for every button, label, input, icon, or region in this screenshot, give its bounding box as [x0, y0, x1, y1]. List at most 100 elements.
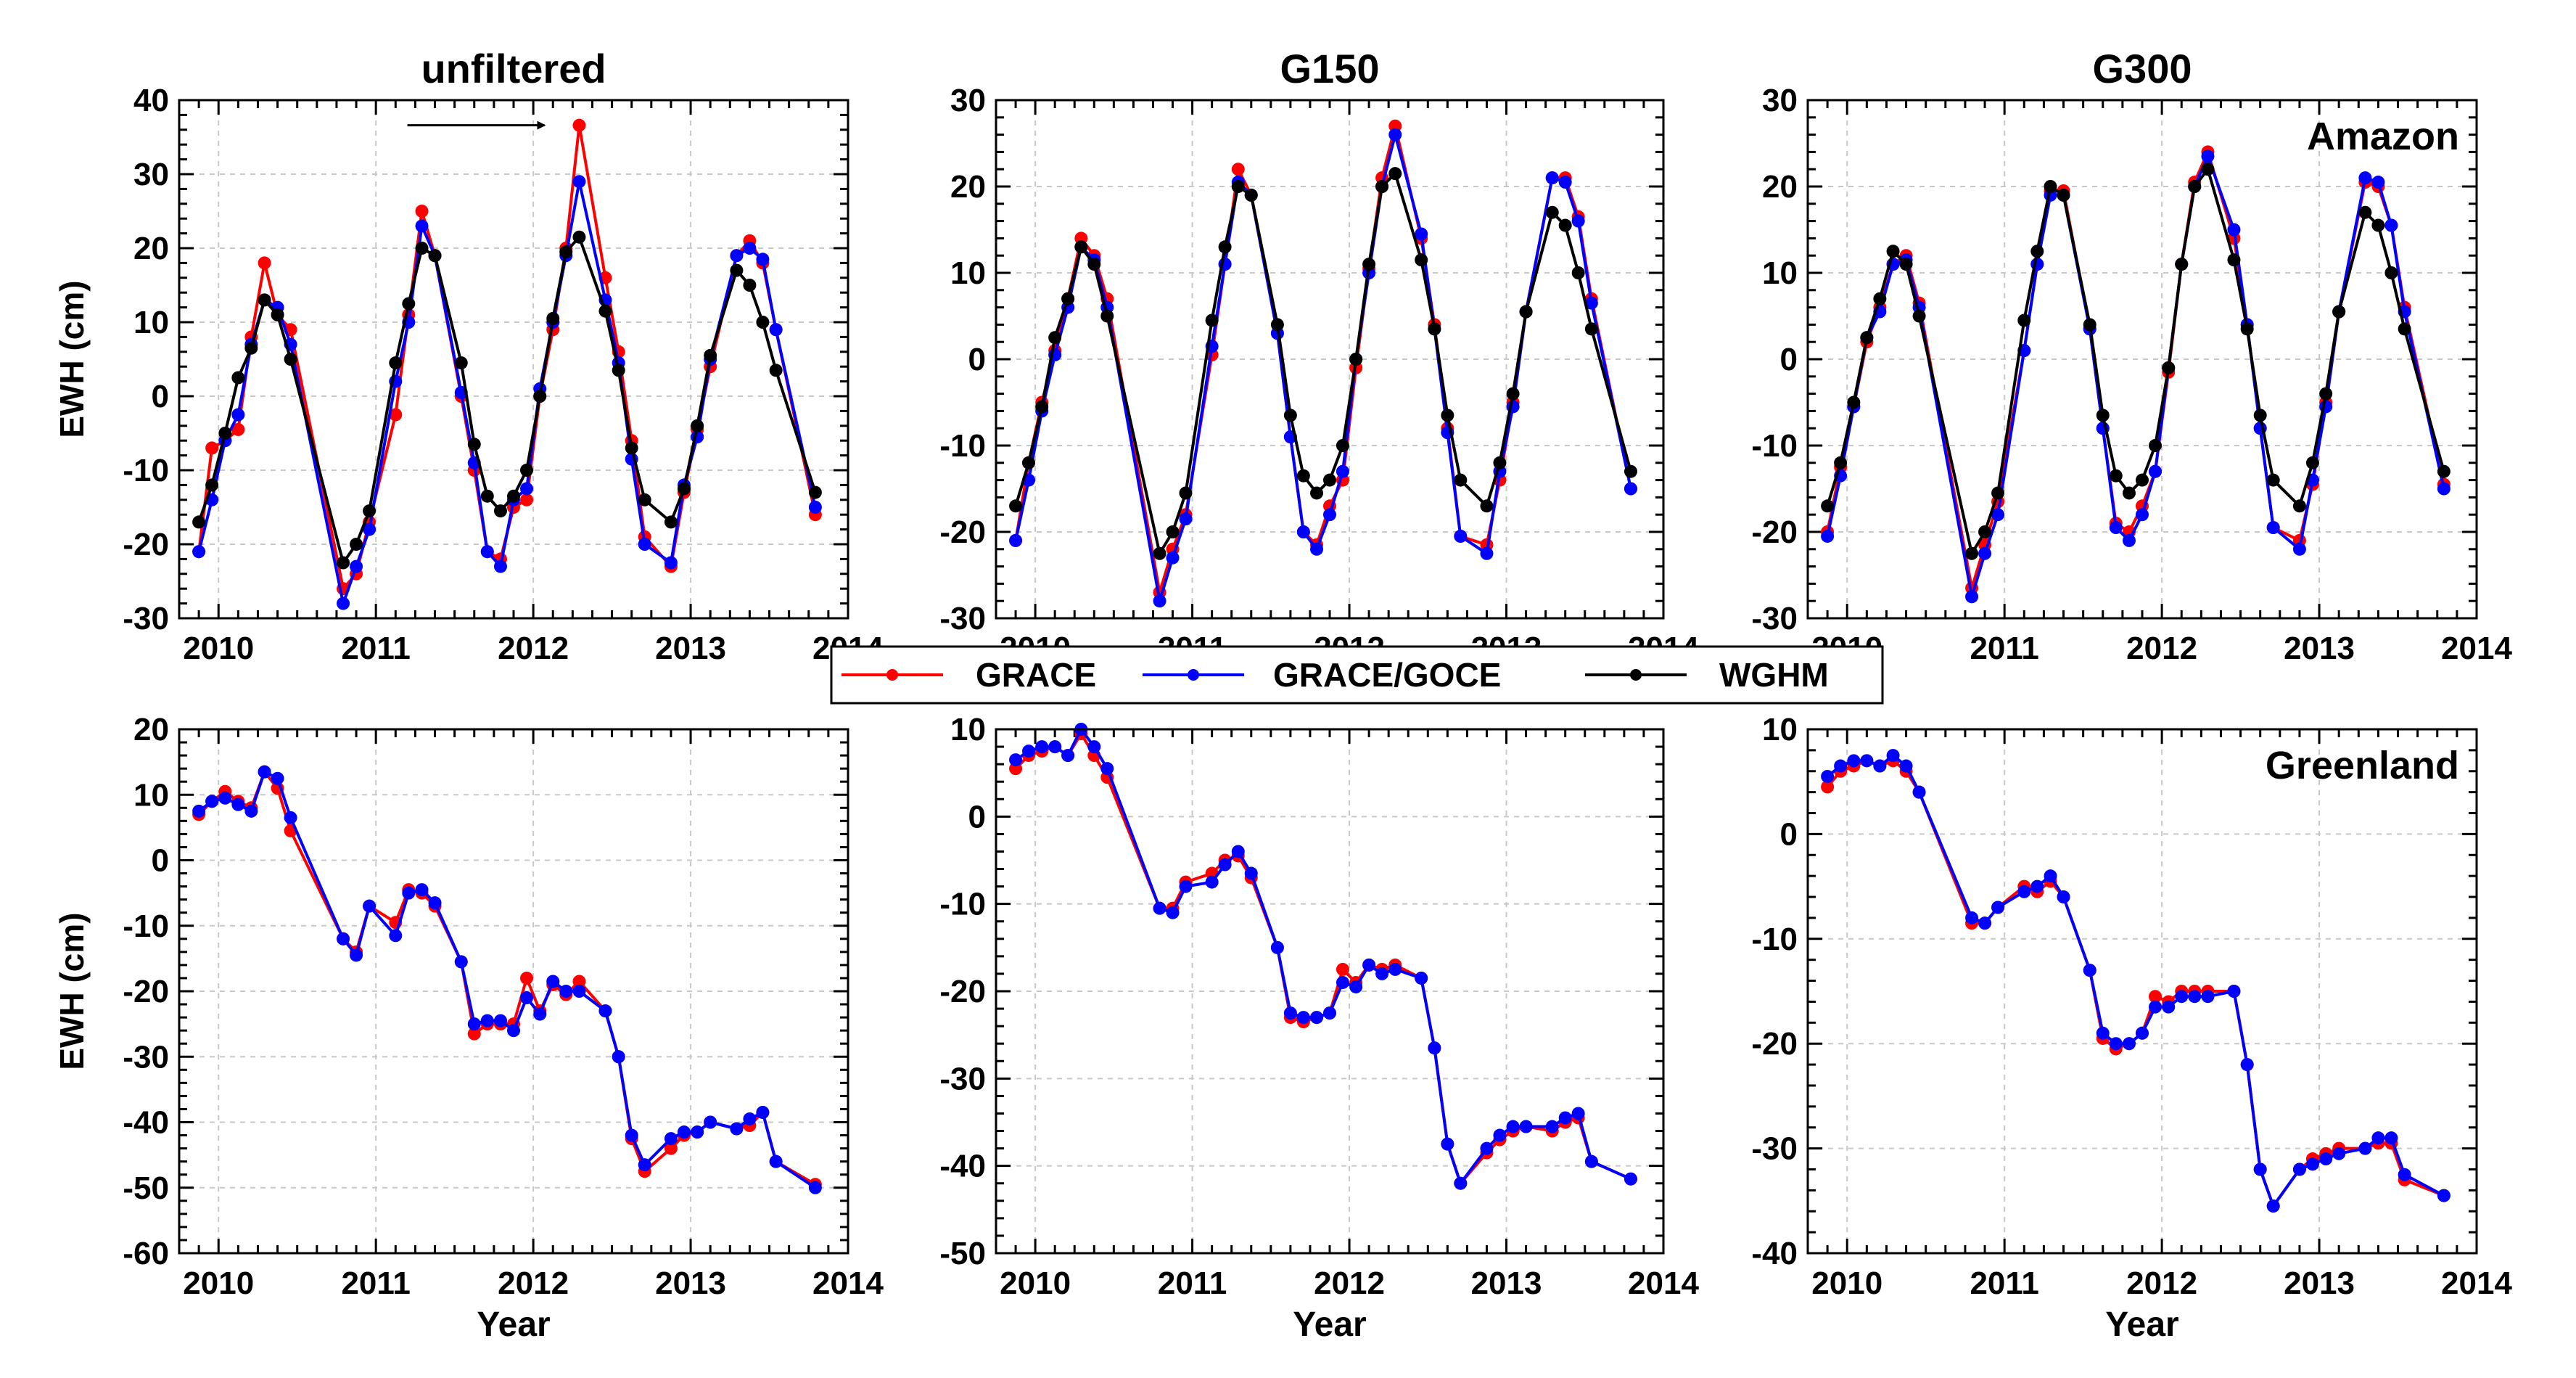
data-point — [2057, 188, 2070, 202]
data-point — [2358, 1141, 2372, 1155]
data-point — [2109, 1037, 2123, 1051]
data-point — [2017, 885, 2031, 898]
data-point — [192, 545, 206, 559]
data-point — [1480, 499, 1494, 513]
legend-label-wghm: WGHM — [1719, 656, 1829, 694]
legend-label-grace-goce: GRACE/GOCE — [1273, 656, 1501, 694]
x-tick-label: 2010 — [183, 631, 254, 666]
series-line — [1826, 168, 2445, 555]
data-point — [2319, 1152, 2333, 1166]
data-point — [284, 353, 297, 366]
data-point — [2030, 879, 2044, 893]
data-point — [1834, 759, 1848, 773]
data-point — [1009, 499, 1023, 513]
y-tick-label: -30 — [939, 1061, 986, 1096]
data-point — [572, 230, 586, 244]
data-point — [612, 1050, 625, 1064]
legend-box — [830, 645, 1884, 705]
data-point — [1558, 1111, 1572, 1125]
data-point — [730, 1122, 744, 1136]
data-point — [1624, 464, 1637, 478]
data-point — [1022, 456, 1036, 469]
x-tick-label: 2014 — [812, 1266, 884, 1301]
data-point — [2017, 313, 2031, 327]
data-point — [428, 249, 442, 263]
data-point — [1100, 762, 1114, 776]
y-tick-label: 20 — [950, 169, 986, 205]
data-point — [1519, 305, 1533, 319]
data-point — [1231, 163, 1245, 176]
y-tick-label: -20 — [939, 974, 986, 1009]
data-point — [2292, 542, 2306, 556]
data-point — [493, 504, 507, 518]
x-tick-label: 2012 — [2126, 1266, 2197, 1301]
data-point — [2240, 322, 2254, 336]
y-tick-label: 0 — [968, 342, 986, 377]
data-point — [1624, 1172, 1637, 1186]
data-point — [363, 522, 376, 536]
data-point — [1886, 245, 1900, 258]
data-point — [2109, 521, 2123, 535]
data-point — [1244, 188, 1258, 202]
y-tick-label: -60 — [123, 1236, 169, 1271]
chart-panel-4: 2010 2011 2012 2013 2014 -60 -50 -40 -30 -20 -10 0 1… — [53, 712, 884, 1344]
data-point — [1218, 858, 1232, 871]
data-point — [507, 489, 520, 503]
data-point — [1009, 753, 1023, 767]
data-point — [2227, 253, 2241, 267]
data-point — [769, 364, 783, 377]
data-point — [1428, 322, 1441, 336]
data-point — [1166, 551, 1180, 565]
data-point — [1415, 253, 1428, 267]
data-point — [192, 515, 206, 529]
data-point — [2109, 469, 2123, 483]
data-point — [2149, 439, 2163, 452]
plot-frame — [1806, 728, 2478, 1255]
x-tick-label: 2013 — [655, 1266, 726, 1301]
y-tick-label: -40 — [123, 1105, 169, 1141]
data-point — [2057, 890, 2070, 904]
data-point — [389, 356, 403, 370]
data-point — [231, 797, 245, 811]
y-tick-label: -30 — [1751, 1131, 1798, 1167]
series-grace-goce — [192, 765, 822, 1194]
data-point — [1153, 901, 1166, 915]
data-point — [1035, 400, 1049, 414]
data-point — [1296, 469, 1310, 483]
data-point — [337, 556, 350, 570]
data-point — [2136, 508, 2149, 522]
data-point — [2305, 456, 2319, 469]
data-point — [284, 811, 297, 824]
y-tick-label: -20 — [123, 527, 169, 562]
data-point — [231, 422, 245, 436]
data-point — [244, 804, 258, 818]
x-tick-label: 2013 — [1471, 1266, 1542, 1301]
data-point — [2083, 318, 2096, 332]
data-point — [2266, 473, 2280, 487]
y-tick-label: -10 — [1751, 922, 1798, 957]
chart-title: G150 — [1280, 46, 1380, 91]
data-point — [1965, 911, 1979, 924]
data-point — [192, 804, 206, 818]
y-tick-label: 10 — [133, 777, 169, 813]
data-point — [507, 1024, 520, 1038]
data-point — [520, 464, 534, 477]
plot-area — [179, 100, 848, 618]
data-point — [2149, 990, 2163, 1004]
x-axis-label: Year — [2105, 1305, 2178, 1344]
data-point — [415, 219, 429, 233]
data-point — [1441, 1137, 1454, 1151]
data-point — [244, 341, 258, 355]
y-axis-label: EWH (cm) — [53, 280, 91, 438]
data-point — [1231, 845, 1245, 858]
data-point — [677, 1125, 691, 1139]
data-point — [258, 256, 271, 270]
series-wghm — [192, 230, 822, 570]
data-point — [1545, 1120, 1559, 1133]
plot-area — [996, 100, 1663, 618]
data-point — [2149, 1000, 2163, 1014]
x-axis-label: Year — [1293, 1305, 1366, 1344]
data-point — [572, 175, 586, 189]
data-point — [1323, 508, 1336, 522]
data-point — [493, 1014, 507, 1028]
